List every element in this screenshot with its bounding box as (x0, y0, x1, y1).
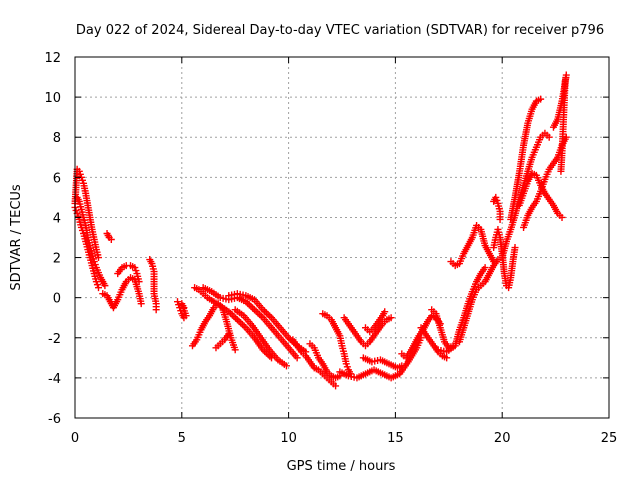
data-point (261, 307, 269, 315)
x-tick-label: 0 (71, 431, 79, 446)
data-point (511, 244, 519, 252)
data-point (107, 236, 115, 244)
x-tick-label: 10 (280, 431, 297, 446)
grid (75, 57, 609, 418)
data-point (282, 362, 290, 370)
series-track-g (146, 256, 160, 314)
data-point (233, 316, 241, 324)
series-track-p (306, 340, 344, 382)
y-tick-label: 4 (53, 211, 61, 226)
series-track-ah (549, 71, 570, 175)
data-point (94, 284, 102, 292)
series-track-h (174, 298, 190, 322)
data-point (240, 322, 248, 330)
x-tick-label: 20 (494, 431, 511, 446)
data-point (250, 306, 258, 314)
axis-ticks (74, 56, 610, 419)
series-track-o (289, 336, 340, 390)
data-point (387, 314, 395, 322)
x-axis-label: GPS time / hours (287, 459, 396, 474)
series-track-d (103, 229, 115, 244)
series-track-l (199, 284, 301, 362)
series-track-af (515, 169, 566, 221)
series-track-s (361, 308, 389, 336)
data-point (257, 312, 265, 320)
data-point (496, 215, 504, 223)
data-point (152, 306, 160, 314)
data-point (237, 319, 245, 327)
data-point (137, 300, 145, 308)
data-point (545, 133, 553, 141)
y-tick-label: 10 (44, 91, 61, 106)
data-point (381, 308, 389, 316)
data-point (247, 302, 255, 310)
data-point (94, 254, 102, 262)
series-track-n (231, 306, 290, 370)
series-track-c (73, 193, 109, 290)
data-point (557, 167, 565, 175)
data-point (398, 362, 406, 370)
series-track-ac (490, 225, 519, 292)
data-point (558, 213, 566, 221)
series-track-u (359, 354, 406, 372)
data-point (293, 354, 301, 362)
y-tick-label: 2 (53, 252, 61, 267)
data-point (256, 311, 264, 319)
y-axis-label: SDTVAR / TECUs (9, 184, 24, 291)
data-point (249, 304, 257, 312)
data-point (443, 354, 451, 362)
series-track-k (191, 284, 276, 362)
data-point (266, 312, 274, 320)
data-points (71, 71, 570, 390)
series-track-ab (490, 193, 504, 223)
data-point (481, 264, 489, 272)
data-point (238, 321, 246, 329)
data-point (245, 301, 253, 309)
series-track-x (428, 306, 457, 352)
data-point (232, 314, 240, 322)
y-tick-label: 6 (53, 171, 61, 186)
x-tick-label: 5 (178, 431, 186, 446)
y-tick-label: -2 (48, 332, 61, 347)
x-tick-label: 25 (601, 431, 618, 446)
series-track-q (319, 310, 355, 378)
series-track-i (188, 300, 239, 354)
series-track-z (455, 256, 502, 346)
data-point (230, 313, 238, 321)
y-tick-label: 12 (44, 51, 61, 66)
data-point (231, 346, 239, 354)
data-point (235, 317, 243, 325)
series-track-aa (447, 221, 498, 270)
y-tick-label: -4 (48, 372, 61, 387)
data-point (135, 278, 143, 286)
data-point (332, 382, 340, 390)
series-track-j (212, 330, 233, 352)
data-point (537, 95, 545, 103)
data-point (254, 309, 262, 317)
plot-frame (74, 56, 610, 419)
series-track-t (336, 334, 425, 382)
series-track-r (340, 314, 395, 350)
series-track-f (114, 262, 143, 286)
tick-labels: 0 5 10 15 20 25 -6 -4 -2 0 2 4 6 8 10 12 (44, 51, 617, 446)
x-tick-label: 15 (387, 431, 404, 446)
data-point (562, 133, 570, 141)
data-point (262, 309, 270, 317)
data-point (252, 307, 260, 315)
y-tick-label: 0 (53, 292, 61, 307)
series-track-ae (507, 95, 545, 223)
data-point (490, 258, 498, 266)
chart-title: Day 022 of 2024, Sidereal Day-to-day VTE… (76, 23, 604, 38)
data-point (225, 330, 233, 338)
data-point (264, 311, 272, 319)
data-point (180, 304, 188, 312)
data-point (101, 282, 109, 290)
y-tick-label: -6 (48, 412, 61, 427)
y-tick-label: 8 (53, 131, 61, 146)
